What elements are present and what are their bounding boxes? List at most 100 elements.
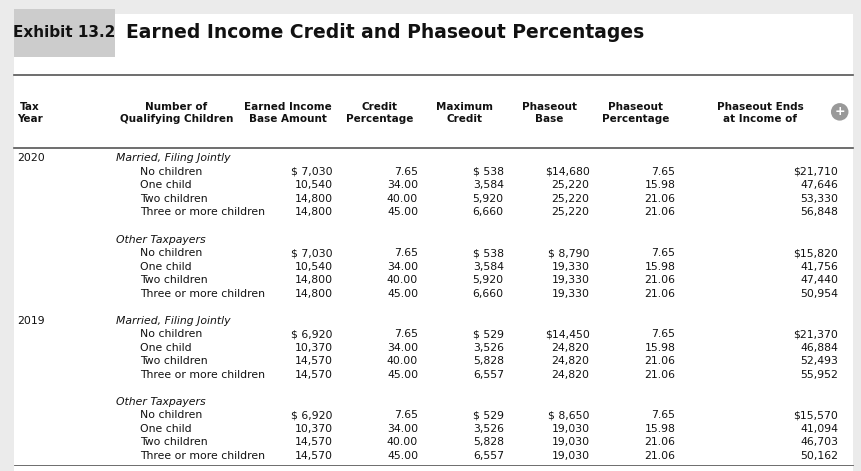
- Text: One child: One child: [140, 180, 192, 190]
- Text: 10,370: 10,370: [294, 342, 332, 353]
- Text: Exhibit 13.2: Exhibit 13.2: [13, 25, 115, 41]
- Text: One child: One child: [140, 424, 192, 434]
- Text: 19,030: 19,030: [551, 451, 589, 461]
- Text: 7.65: 7.65: [650, 167, 674, 177]
- Text: 25,220: 25,220: [551, 194, 589, 204]
- Text: 14,800: 14,800: [294, 208, 332, 218]
- Text: 6,660: 6,660: [472, 208, 503, 218]
- Text: 15.98: 15.98: [643, 342, 674, 353]
- Text: 19,330: 19,330: [551, 289, 589, 299]
- Text: Credit
Percentage: Credit Percentage: [346, 102, 413, 124]
- Text: 24,820: 24,820: [551, 342, 589, 353]
- Text: 19,030: 19,030: [551, 437, 589, 447]
- Text: Earned Income Credit and Phaseout Percentages: Earned Income Credit and Phaseout Percen…: [126, 24, 643, 42]
- Text: $15,570: $15,570: [792, 410, 837, 420]
- Text: 15.98: 15.98: [643, 180, 674, 190]
- Text: 21.06: 21.06: [643, 208, 674, 218]
- Text: 55,952: 55,952: [799, 370, 837, 380]
- Text: Other Taxpayers: Other Taxpayers: [116, 397, 206, 406]
- Text: 14,570: 14,570: [294, 370, 332, 380]
- Text: 45.00: 45.00: [387, 451, 418, 461]
- Text: 40.00: 40.00: [387, 356, 418, 366]
- Text: 7.65: 7.65: [393, 329, 418, 339]
- Text: 34.00: 34.00: [387, 342, 418, 353]
- Text: 45.00: 45.00: [387, 208, 418, 218]
- Text: 34.00: 34.00: [387, 424, 418, 434]
- Text: 45.00: 45.00: [387, 289, 418, 299]
- Text: Two children: Two children: [140, 356, 208, 366]
- Text: No children: No children: [140, 248, 202, 258]
- Text: 25,220: 25,220: [551, 208, 589, 218]
- Text: Tax
Year: Tax Year: [17, 102, 43, 124]
- Text: 14,570: 14,570: [294, 437, 332, 447]
- Text: 21.06: 21.06: [643, 437, 674, 447]
- Text: 41,756: 41,756: [799, 261, 837, 272]
- Text: 7.65: 7.65: [650, 329, 674, 339]
- Text: 14,570: 14,570: [294, 451, 332, 461]
- Text: 50,162: 50,162: [799, 451, 837, 461]
- Text: Two children: Two children: [140, 437, 208, 447]
- FancyBboxPatch shape: [14, 14, 852, 471]
- Text: 3,584: 3,584: [473, 180, 503, 190]
- Text: One child: One child: [140, 261, 192, 272]
- Text: 53,330: 53,330: [799, 194, 837, 204]
- Text: 10,540: 10,540: [294, 180, 332, 190]
- Text: 7.65: 7.65: [393, 167, 418, 177]
- Text: $ 529: $ 529: [473, 410, 503, 420]
- Text: 21.06: 21.06: [643, 289, 674, 299]
- Text: 7.65: 7.65: [393, 410, 418, 420]
- Text: 47,440: 47,440: [799, 275, 837, 285]
- Text: Phaseout
Percentage: Phaseout Percentage: [601, 102, 668, 124]
- Text: Earned Income
Base Amount: Earned Income Base Amount: [244, 102, 331, 124]
- Text: 3,584: 3,584: [473, 261, 503, 272]
- Text: 15.98: 15.98: [643, 261, 674, 272]
- Text: Three or more children: Three or more children: [140, 289, 265, 299]
- Text: No children: No children: [140, 410, 202, 420]
- Text: 34.00: 34.00: [387, 180, 418, 190]
- Text: $14,680: $14,680: [544, 167, 589, 177]
- Text: 19,330: 19,330: [551, 275, 589, 285]
- Text: Phaseout
Base: Phaseout Base: [522, 102, 577, 124]
- Text: 40.00: 40.00: [387, 194, 418, 204]
- FancyBboxPatch shape: [14, 9, 115, 57]
- Text: Maximum
Credit: Maximum Credit: [436, 102, 492, 124]
- Text: 6,557: 6,557: [473, 451, 503, 461]
- Text: Three or more children: Three or more children: [140, 451, 265, 461]
- Text: 6,660: 6,660: [472, 289, 503, 299]
- Text: Three or more children: Three or more children: [140, 370, 265, 380]
- Text: 46,703: 46,703: [799, 437, 837, 447]
- Text: 3,526: 3,526: [473, 342, 503, 353]
- Text: $ 6,920: $ 6,920: [291, 329, 332, 339]
- Text: 7.65: 7.65: [650, 248, 674, 258]
- Text: Other Taxpayers: Other Taxpayers: [116, 235, 206, 244]
- Text: 50,954: 50,954: [799, 289, 837, 299]
- Text: $ 8,790: $ 8,790: [548, 248, 589, 258]
- Text: 5,920: 5,920: [472, 194, 503, 204]
- Text: 6,557: 6,557: [473, 370, 503, 380]
- Text: 5,828: 5,828: [473, 437, 503, 447]
- Text: 15.98: 15.98: [643, 424, 674, 434]
- Text: 34.00: 34.00: [387, 261, 418, 272]
- Text: Number of
Qualifying Children: Number of Qualifying Children: [120, 102, 232, 124]
- Text: Phaseout Ends
at Income of: Phaseout Ends at Income of: [716, 102, 803, 124]
- Text: 41,094: 41,094: [799, 424, 837, 434]
- Text: 45.00: 45.00: [387, 370, 418, 380]
- Text: 3,526: 3,526: [473, 424, 503, 434]
- Text: $ 538: $ 538: [473, 248, 503, 258]
- Text: 19,030: 19,030: [551, 424, 589, 434]
- Text: 25,220: 25,220: [551, 180, 589, 190]
- Text: 10,540: 10,540: [294, 261, 332, 272]
- Text: No children: No children: [140, 329, 202, 339]
- Text: 2019: 2019: [17, 316, 45, 325]
- Text: +: +: [833, 106, 844, 118]
- Text: 24,820: 24,820: [551, 370, 589, 380]
- Text: 14,800: 14,800: [294, 289, 332, 299]
- Text: 56,848: 56,848: [799, 208, 837, 218]
- Text: $15,820: $15,820: [792, 248, 837, 258]
- Text: $ 8,650: $ 8,650: [548, 410, 589, 420]
- Text: $14,450: $14,450: [544, 329, 589, 339]
- Text: Three or more children: Three or more children: [140, 208, 265, 218]
- Text: 21.06: 21.06: [643, 370, 674, 380]
- Text: $ 538: $ 538: [473, 167, 503, 177]
- Text: 5,828: 5,828: [473, 356, 503, 366]
